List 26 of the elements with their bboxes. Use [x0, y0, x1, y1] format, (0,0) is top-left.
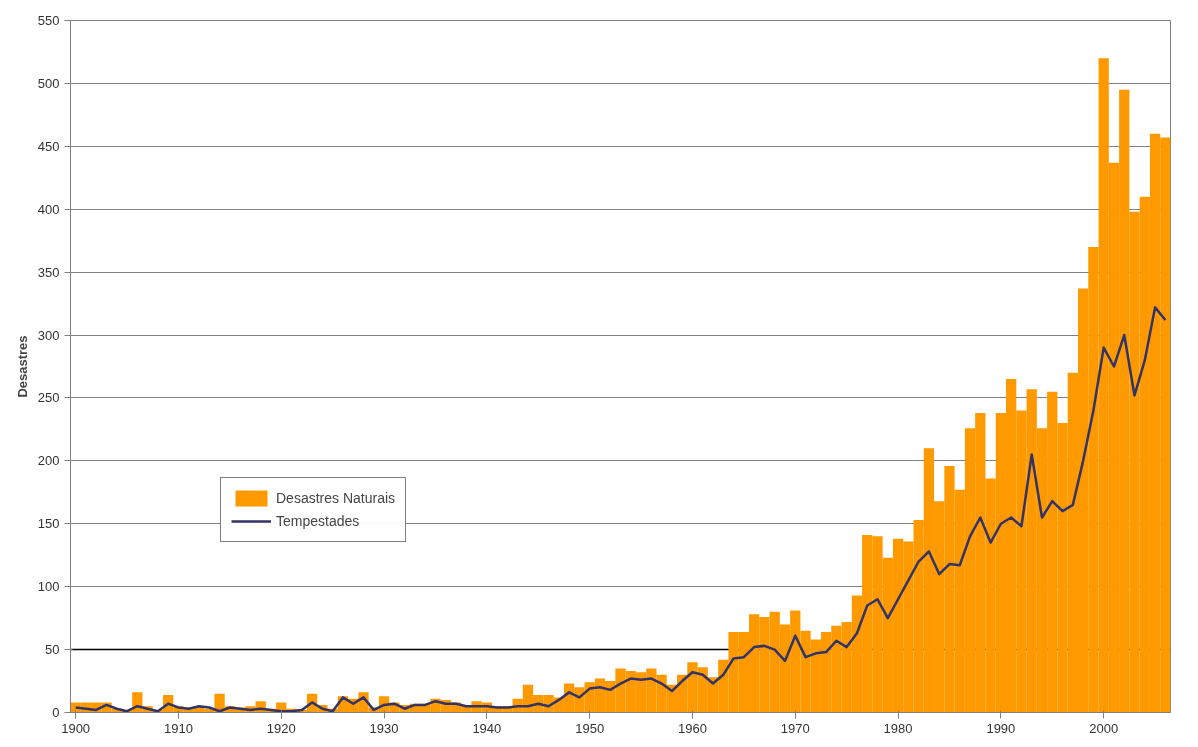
y-tick-label: 500 [37, 75, 60, 91]
x-tick-label: 1920 [266, 720, 296, 736]
y-tick-label: 400 [37, 201, 60, 217]
y-tick-label: 50 [45, 642, 60, 658]
x-tick-label: 1960 [678, 720, 707, 736]
x-tick-label: 1950 [575, 720, 605, 736]
y-tick-label: 150 [37, 516, 60, 532]
legend-label: Tempestades [276, 513, 360, 529]
y-tick-label: 250 [37, 390, 60, 406]
legend-label: Desastres Naturais [276, 490, 396, 506]
y-tick-label: 100 [37, 579, 60, 595]
y-tick-label: 550 [37, 13, 60, 28]
x-tick-label: 1990 [986, 720, 1016, 736]
x-tick-label: 1940 [472, 720, 502, 736]
x-tick-label: 1930 [369, 720, 399, 736]
y-tick-label: 0 [52, 705, 60, 720]
y-tick-label: 200 [37, 453, 60, 469]
x-tick-label: 1980 [883, 720, 913, 736]
y-tick-label: 300 [37, 327, 60, 343]
x-tick-label: 1910 [163, 720, 193, 736]
y-axis-title: Desastres [14, 335, 30, 398]
x-tick-label: 2000 [1089, 720, 1119, 736]
y-tick-label: 450 [37, 138, 60, 154]
y-tick-label: 350 [37, 264, 60, 280]
x-tick-label: 1970 [780, 720, 810, 736]
x-tick-label: 1900 [61, 720, 91, 736]
